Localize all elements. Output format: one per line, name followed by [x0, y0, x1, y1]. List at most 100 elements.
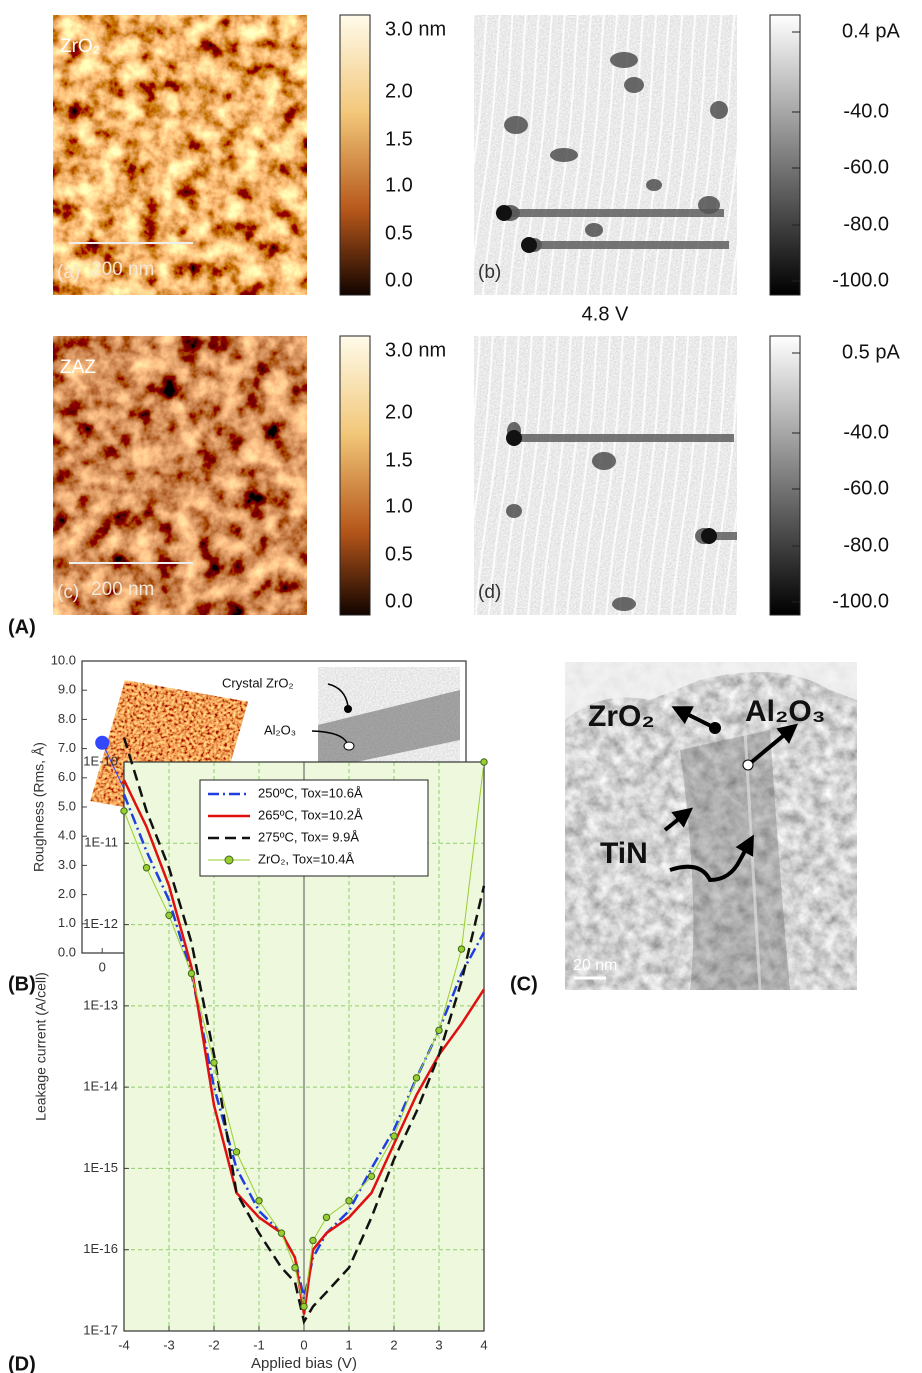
current-spot: [496, 205, 512, 221]
colorbar: [340, 336, 370, 615]
current-stripes: [474, 336, 737, 615]
colorbar-label: -60.0: [843, 477, 889, 499]
current-stripes: [474, 15, 737, 295]
colorbar-label: 1.0: [385, 174, 413, 196]
colorbar-label: 0.5: [385, 543, 413, 565]
image-label: (b): [478, 262, 501, 283]
colorbar: [770, 336, 800, 615]
colorbar-label: 1.0: [385, 495, 413, 517]
y-axis-label: Roughness (Rms, Å): [31, 742, 47, 872]
colorbar-label: 3.0 nm: [385, 339, 446, 361]
current-spot: [506, 504, 522, 518]
y-tick-label: 0.0: [58, 944, 76, 959]
panel-label: (D): [8, 1353, 36, 1373]
colorbar: [770, 15, 800, 295]
panel-label: (C): [510, 973, 538, 995]
data-point: [211, 1059, 217, 1065]
legend-label: 250ºC, Tox=10.6Å: [258, 785, 363, 800]
y-tick-label: 1E-11: [84, 835, 118, 850]
data-point: [233, 1149, 239, 1155]
x-tick-label: -4: [118, 1337, 130, 1352]
colorbar-label: -40.0: [843, 100, 889, 122]
data-point: [391, 1133, 397, 1139]
tem-annotation: Al₂O₃: [745, 695, 826, 728]
colorbar-label: 3.0 nm: [385, 18, 446, 40]
x-axis-label: Applied bias (V): [251, 1355, 357, 1372]
y-tick-label: 7.0: [58, 740, 76, 755]
inset-dot: [344, 742, 354, 750]
legend-label: 275ºC, Tox= 9.9Å: [258, 829, 359, 844]
y-tick-label: 1E-16: [83, 1241, 118, 1256]
colorbar-label: -100.0: [832, 590, 889, 612]
x-tick-label: 3: [435, 1337, 442, 1352]
current-streak: [504, 209, 724, 217]
data-point: [323, 1214, 329, 1220]
image-label: (c): [57, 582, 79, 603]
current-spot: [624, 77, 644, 93]
y-tick-label: 1E-14: [83, 1079, 118, 1094]
data-point: [368, 1173, 374, 1179]
tem-annotation: TiN: [600, 837, 648, 870]
inset-annotation: Al₂O₃: [264, 722, 296, 737]
data-point: [278, 1230, 284, 1236]
colorbar-label: 2.0: [385, 80, 413, 102]
y-tick-label: 1.0: [58, 915, 76, 930]
current-spot: [710, 101, 728, 119]
current-spot: [550, 148, 578, 162]
current-spot: [612, 597, 636, 611]
legend-label: 265ºC, Tox=10.2Å: [258, 807, 363, 822]
data-point: [256, 1198, 262, 1204]
scale-bar-label: 200 nm: [91, 579, 154, 600]
y-axis-label: Leakage current (A/cell): [33, 972, 49, 1121]
current-spot: [701, 528, 717, 544]
current-spot: [504, 116, 528, 134]
data-point: [436, 1027, 442, 1033]
data-point: [310, 1237, 316, 1243]
data-point: [143, 865, 149, 871]
current-spot: [610, 52, 638, 68]
x-tick-label: 4: [480, 1337, 487, 1352]
colorbar: [340, 15, 370, 295]
y-tick-label: 8.0: [58, 711, 76, 726]
scale-bar-label: 20 nm: [573, 957, 617, 974]
bias-label: 4.8 V: [582, 303, 629, 325]
colorbar-label: 0.4 pA: [842, 20, 900, 42]
colorbar-label: 0.5 pA: [842, 341, 900, 363]
data-point: [121, 808, 127, 814]
data-point: [166, 912, 172, 918]
legend-marker: [225, 856, 233, 864]
y-tick-label: 9.0: [58, 682, 76, 697]
data-point: [458, 946, 464, 952]
colorbar-label: -80.0: [843, 213, 889, 235]
x-tick-label: -3: [163, 1337, 175, 1352]
data-point: [481, 759, 487, 765]
y-tick-label: 1E-13: [83, 997, 118, 1012]
y-tick-label: 2.0: [58, 886, 76, 901]
scale-bar-label: 200 nm: [91, 259, 154, 280]
tem-annotation: ZrO₂: [588, 700, 655, 733]
figure: (a) ZrO₂ 200 nm 3.0 nm 2.0 1.5 1.0 0.5 0.0 (b) 0.4…: [0, 0, 922, 1373]
current-spot: [592, 452, 616, 470]
image-label: (a): [57, 262, 80, 283]
current-spot: [521, 237, 537, 253]
y-tick-label: 5.0: [58, 798, 76, 813]
current-spot: [585, 223, 603, 237]
x-tick-label: 2: [390, 1337, 397, 1352]
data-point: [95, 736, 109, 750]
panel-label: (B): [8, 973, 36, 995]
x-tick-label: -1: [253, 1337, 265, 1352]
y-tick-label: 1E-17: [83, 1322, 118, 1337]
colorbar-label: 1.5: [385, 128, 413, 150]
colorbar-label: 0.0: [385, 590, 413, 612]
colorbar-label: 2.0: [385, 401, 413, 423]
data-point: [413, 1075, 419, 1081]
colorbar-label: -60.0: [843, 156, 889, 178]
y-tick-label: 3.0: [58, 857, 76, 872]
current-streak: [514, 434, 734, 442]
legend-label: ZrO₂, Tox=10.4Å: [258, 851, 355, 866]
arrow-dot: [709, 722, 721, 734]
colorbar-label: 0.0: [385, 269, 413, 291]
colorbar-label: 0.5: [385, 222, 413, 244]
colorbar-label: -100.0: [832, 269, 889, 291]
image-label: (d): [478, 582, 501, 603]
